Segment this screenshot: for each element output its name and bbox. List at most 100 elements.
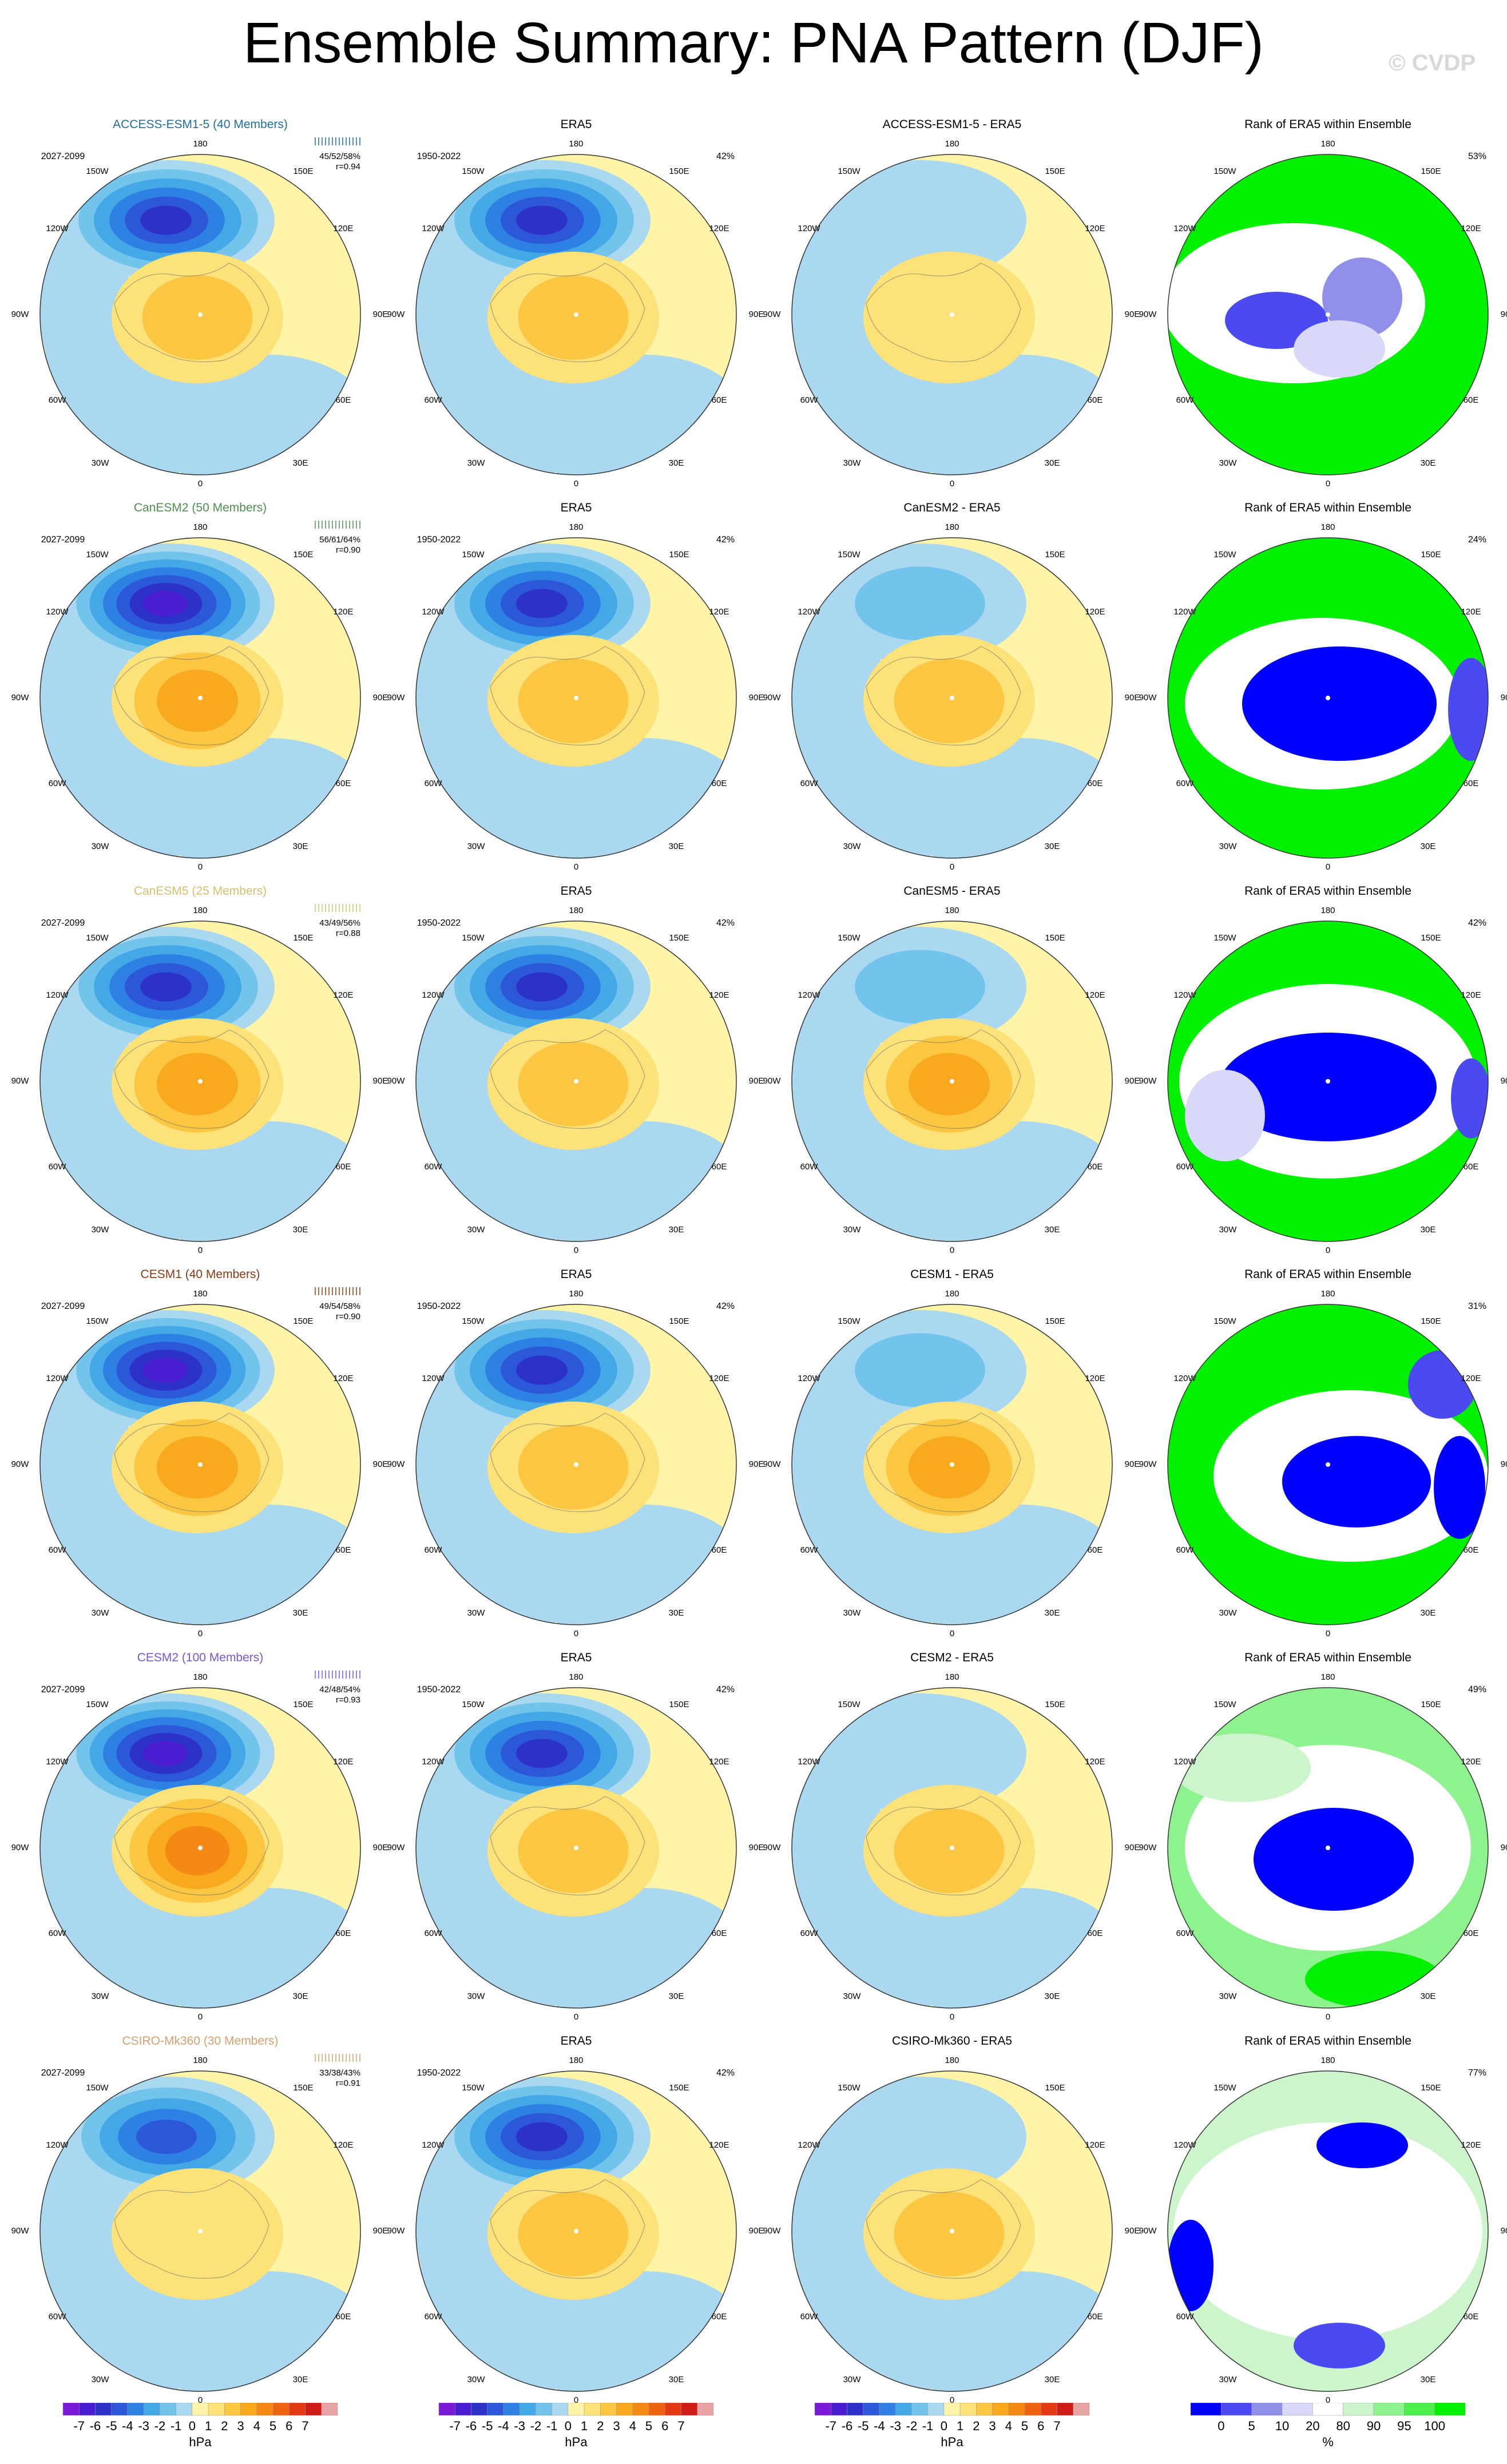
longitude-label-wnw: 120W — [46, 990, 69, 1000]
colorbar-tick-label: 1 — [205, 2419, 212, 2433]
longitude-label-s: 0 — [573, 2395, 579, 2405]
longitude-label-ese: 60E — [711, 1162, 727, 1172]
longitude-label-nne: 150E — [293, 1700, 314, 1709]
longitude-label-s: 0 — [949, 1245, 955, 1255]
rank-field — [1168, 921, 1488, 1241]
pct-variance-stats: 42/48/54% r=0.93 — [286, 1685, 360, 1705]
north-pole-marker — [574, 1079, 578, 1084]
longitude-label-w: 90W — [11, 310, 29, 319]
colorbar-swatch — [1282, 2403, 1313, 2416]
polar-map — [1167, 537, 1489, 859]
pct-variance-range: 56/61/64% — [319, 535, 360, 545]
longitude-label-sse: 30E — [292, 1991, 308, 2001]
longitude-label-n: 180 — [1320, 522, 1335, 532]
colorbar-tick-label: 4 — [1005, 2419, 1012, 2433]
pattern-correlation: r=0.93 — [336, 1695, 360, 1705]
longitude-label-ese: 60E — [1087, 395, 1103, 405]
contour-field — [792, 1688, 1112, 2008]
colorbar-swatch — [321, 2403, 338, 2416]
polar-map — [39, 1304, 361, 1625]
member-spread-strip — [315, 1671, 360, 1679]
longitude-label-sse: 30E — [1420, 1225, 1436, 1235]
longitude-label-ene: 120E — [333, 990, 354, 1000]
longitude-label-s: 0 — [573, 1629, 579, 1638]
longitude-label-ssw: 30W — [843, 1991, 861, 2001]
pct-variance-range: 49/54/58% — [319, 1302, 360, 1311]
longitude-label-ssw: 30W — [1219, 1225, 1237, 1235]
longitude-label-e: 90E — [1124, 310, 1140, 319]
longitude-label-ese: 60E — [1463, 2312, 1479, 2322]
colorbar-tick-label: 95 — [1397, 2419, 1411, 2433]
longitude-label-sse: 30E — [1044, 2375, 1060, 2384]
colorbar-swatch — [438, 2403, 455, 2416]
map-border — [39, 154, 361, 475]
colorbar-tick-label: 5 — [1248, 2419, 1255, 2433]
longitude-label-nnw: 150W — [86, 550, 109, 560]
longitude-label-w: 90W — [11, 1076, 29, 1086]
colorbar-tick-label: 5 — [1021, 2419, 1028, 2433]
colorbar-tick-label: -7 — [825, 2419, 836, 2433]
longitude-label-nnw: 150W — [1213, 933, 1236, 943]
pct-rank: 42% — [1468, 918, 1487, 928]
polar-map — [1167, 154, 1489, 475]
map-border — [1167, 154, 1489, 475]
longitude-label-sse: 30E — [1420, 1991, 1436, 2001]
colorbar-swatch — [1041, 2403, 1057, 2416]
panel-title: CESM1 (40 Members) — [140, 1268, 260, 1281]
longitude-label-nnw: 150W — [86, 2083, 109, 2093]
longitude-label-w: 90W — [387, 1076, 405, 1086]
rank-region — [1254, 1808, 1414, 1911]
contour-field — [416, 1304, 736, 1625]
map-panel: ERA5 1950-2022 42% 180 0 150E 150W 120E 120W 90E 9… — [387, 1650, 764, 2028]
map-panel: ERA5 1950-2022 42% 180 0 150E 150W 120E 120W 90E 9… — [387, 2034, 764, 2411]
longitude-label-w: 90W — [11, 1843, 29, 1852]
colorbar-swatch — [143, 2403, 160, 2416]
rank-region — [1282, 1436, 1431, 1527]
longitude-label-n: 180 — [569, 139, 584, 149]
longitude-label-s: 0 — [949, 2012, 955, 2022]
positive-contour — [894, 2192, 1005, 2276]
longitude-label-nnw: 150W — [86, 1316, 109, 1326]
longitude-label-nne: 150E — [669, 166, 689, 176]
pct-variance-stats: 56/61/64% r=0.90 — [286, 535, 360, 556]
longitude-label-ese: 60E — [1087, 1929, 1103, 1938]
longitude-label-sse: 30E — [668, 1608, 684, 1618]
longitude-label-ene: 120E — [1085, 990, 1105, 1000]
longitude-label-w: 90W — [387, 693, 405, 703]
longitude-label-nnw: 150W — [838, 1316, 860, 1326]
rank-region — [1294, 320, 1385, 378]
longitude-label-sse: 30E — [292, 1225, 308, 1235]
longitude-label-wsw: 60W — [800, 1929, 818, 1938]
longitude-label-wsw: 60W — [800, 1162, 818, 1172]
colorbar-tick-label: -7 — [449, 2419, 461, 2433]
negative-contour — [815, 160, 1026, 280]
rank-region — [1451, 1058, 1488, 1138]
longitude-label-ssw: 30W — [467, 1608, 485, 1618]
colorbar-tick-label: -4 — [122, 2419, 133, 2433]
panel-title: CSIRO-Mk360 (30 Members) — [122, 2034, 279, 2048]
north-pole-marker — [198, 1846, 203, 1850]
longitude-label-wnw: 120W — [46, 224, 69, 233]
colorbar-tick-label: 7 — [1053, 2419, 1060, 2433]
map-panel: Rank of ERA5 within Ensemble 53% 180 0 150E 1… — [1139, 117, 1507, 495]
panel-title: CESM2 (100 Members) — [137, 1651, 264, 1664]
longitude-label-s: 0 — [949, 479, 955, 489]
map-border — [791, 2070, 1113, 2392]
longitude-label-sse: 30E — [1044, 1991, 1060, 2001]
longitude-label-nne: 150E — [293, 1316, 314, 1326]
polar-map — [415, 154, 737, 475]
longitude-label-sse: 30E — [1044, 1225, 1060, 1235]
longitude-label-wnw: 120W — [46, 2140, 69, 2150]
longitude-label-nnw: 150W — [462, 933, 485, 943]
map-border — [415, 920, 737, 1242]
colorbar-swatch — [208, 2403, 225, 2416]
polar-map — [415, 537, 737, 859]
longitude-label-n: 180 — [945, 1672, 959, 1682]
polar-map — [791, 154, 1113, 475]
colorbar-tick-label: 0 — [565, 2419, 572, 2433]
longitude-label-e: 90E — [372, 693, 388, 703]
longitude-label-ene: 120E — [333, 1757, 354, 1767]
polar-map — [791, 1304, 1113, 1625]
north-pole-marker — [1326, 2229, 1330, 2233]
contour-field — [40, 2071, 360, 2391]
